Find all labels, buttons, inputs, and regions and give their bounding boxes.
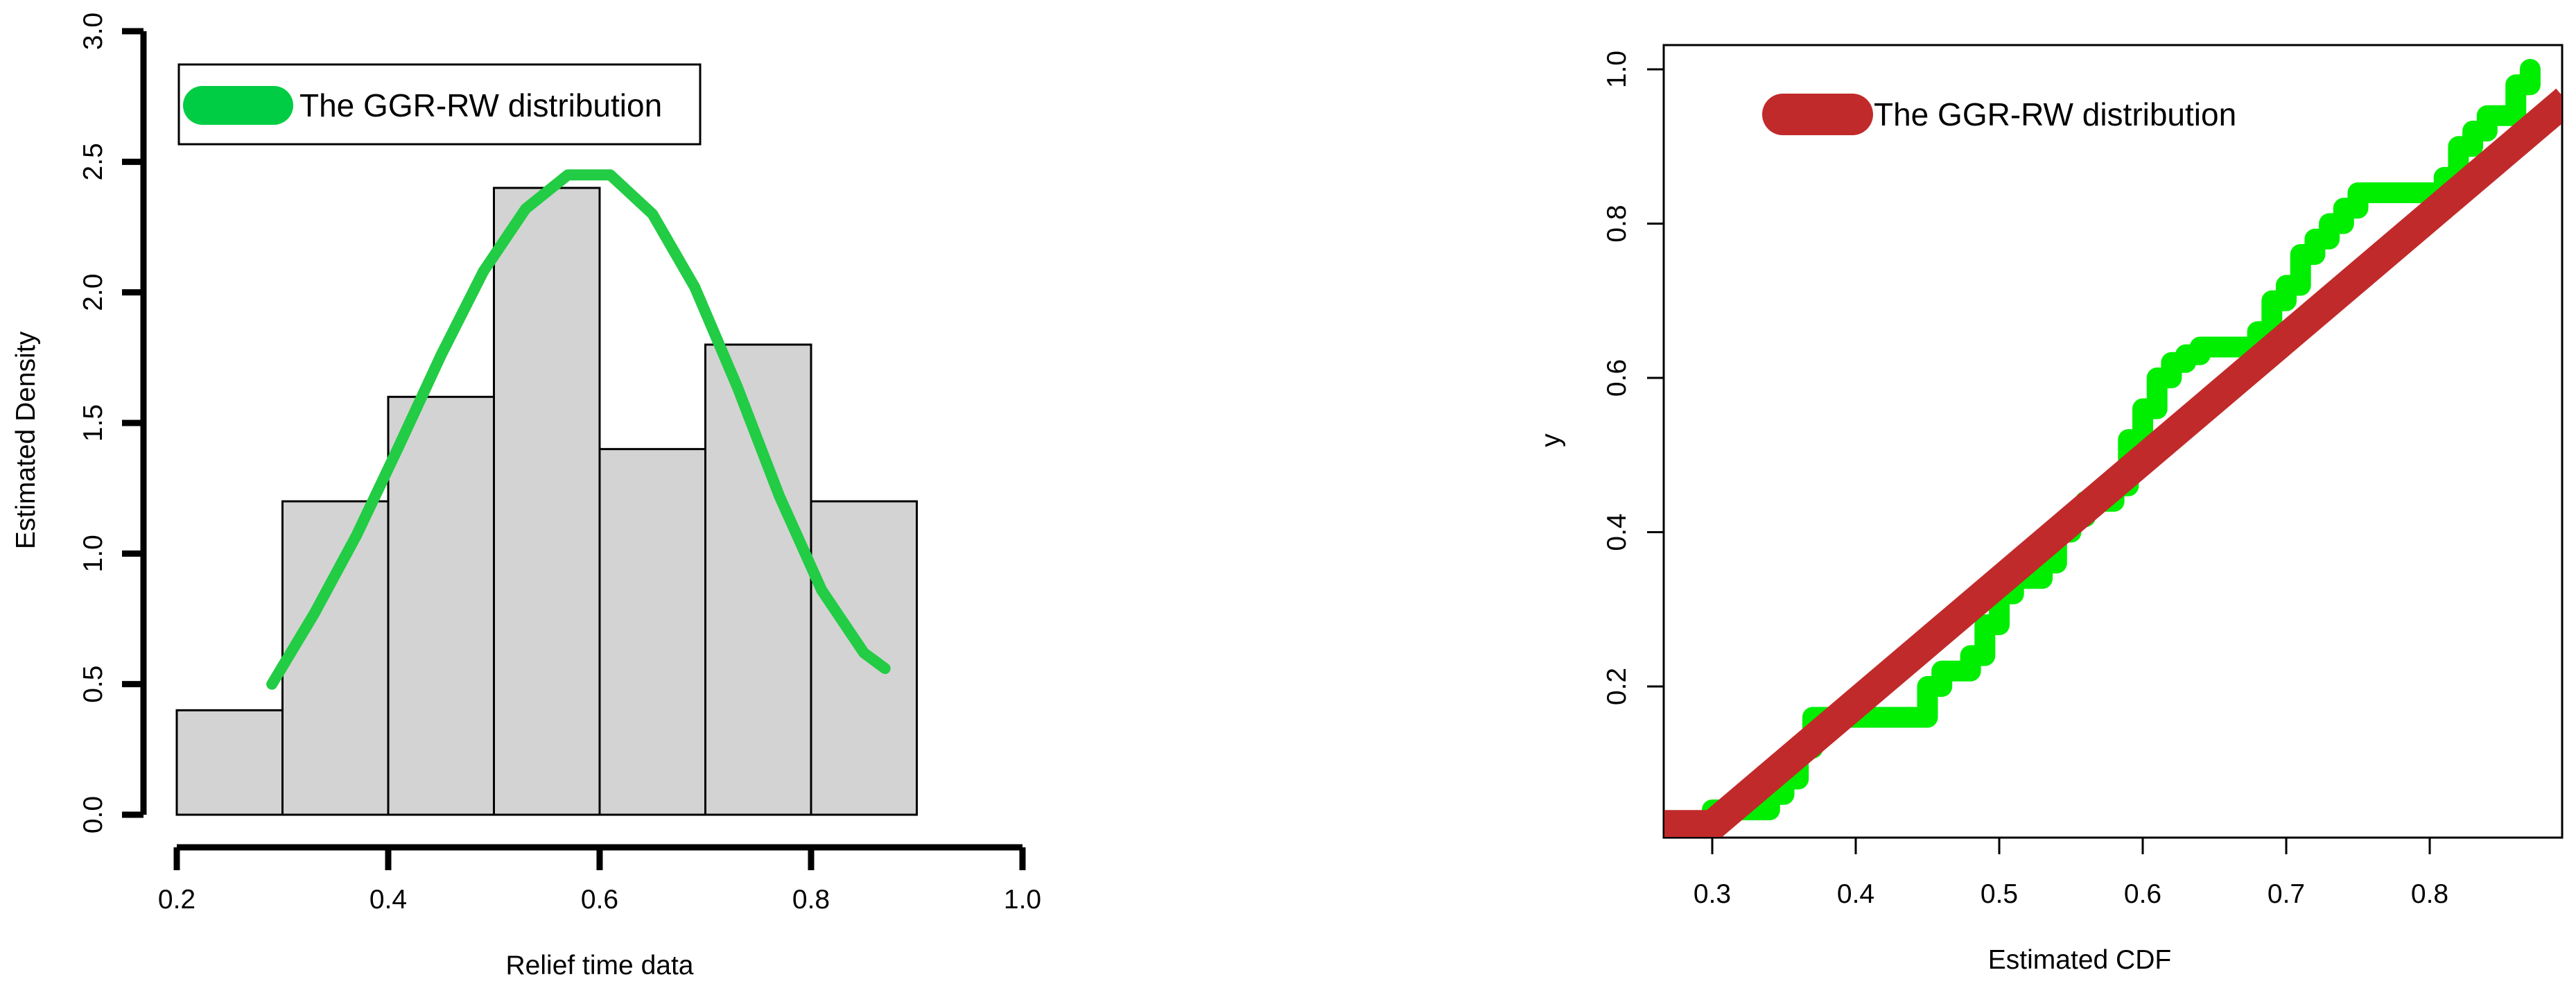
x-tick-label: 0.5 bbox=[1981, 879, 2018, 909]
cdf-panel: 0.3 0.4 0.5 0.6 0.7 0.8 0.2 0.4 0.6 0.8 1.0 The GG… bbox=[1536, 44, 2564, 975]
legend-label: The GGR-RW distribution bbox=[299, 87, 662, 123]
x-tick-label: 0.8 bbox=[792, 885, 830, 915]
y-tick-label: 1.0 bbox=[1602, 51, 1632, 88]
histogram-bar bbox=[387, 395, 495, 816]
density-curve bbox=[266, 169, 891, 690]
legend-label: The GGR-RW distribution bbox=[1874, 96, 2236, 132]
x-tick-label: 0.2 bbox=[158, 885, 195, 915]
y-tick-label: 0.6 bbox=[1602, 359, 1632, 397]
histogram-bar bbox=[493, 187, 601, 816]
y-tick-label: 0.0 bbox=[78, 796, 108, 833]
x-tick-label: 0.6 bbox=[2124, 879, 2161, 909]
empirical-cdf-step bbox=[1664, 59, 2541, 836]
x-axis-title: Estimated CDF bbox=[1988, 945, 2171, 975]
histogram-bar bbox=[598, 448, 706, 816]
x-tick-label: 1.0 bbox=[1004, 885, 1041, 915]
x-tick-label: 0.4 bbox=[1837, 879, 1874, 909]
x-tick-label: 0.4 bbox=[369, 885, 407, 915]
cdf-series-layer bbox=[1664, 59, 2561, 837]
y-tick-label: 0.8 bbox=[1602, 205, 1632, 242]
y-axis-title: Estimated Density bbox=[11, 331, 41, 549]
histogram-bars bbox=[175, 187, 918, 816]
fitted-cdf-line bbox=[1664, 88, 2561, 837]
y-tick-label: 0.5 bbox=[78, 666, 108, 703]
histogram-bar bbox=[704, 343, 812, 816]
plot-frame bbox=[1662, 44, 2564, 839]
x-tick-label: 0.8 bbox=[2411, 879, 2448, 909]
x-tick-label: 0.6 bbox=[581, 885, 618, 915]
y-tick-label: 0.2 bbox=[1602, 668, 1632, 705]
histogram-bar bbox=[281, 500, 390, 816]
histogram-legend: The GGR-RW distribution bbox=[177, 63, 702, 146]
y-tick-label: 0.4 bbox=[1602, 513, 1632, 551]
cdf-legend: The GGR-RW distribution bbox=[1762, 94, 2236, 135]
histogram-panel: 0.2 0.4 0.6 0.8 1.0 0.0 0.5 1.0 1.5 2.0 2.5 3.0 The… bbox=[11, 12, 1041, 980]
histogram-axes: 0.2 0.4 0.6 0.8 1.0 0.0 0.5 1.0 1.5 2.0 2.5 3.0 bbox=[78, 12, 1041, 915]
y-tick-label: 2.0 bbox=[78, 274, 108, 311]
y-axis-title: y bbox=[1536, 433, 1566, 447]
x-tick-label: 0.7 bbox=[2268, 879, 2305, 909]
histogram-bar bbox=[175, 709, 284, 816]
x-axis-title: Relief time data bbox=[506, 951, 694, 980]
cdf-axes: 0.3 0.4 0.5 0.6 0.7 0.8 0.2 0.4 0.6 0.8 1.0 bbox=[1602, 51, 2448, 909]
y-tick-label: 1.0 bbox=[78, 535, 108, 572]
y-tick-label: 2.5 bbox=[78, 143, 108, 180]
y-tick-label: 1.5 bbox=[78, 404, 108, 442]
density-curve-layer bbox=[266, 169, 891, 690]
x-tick-label: 0.3 bbox=[1694, 879, 1731, 909]
y-tick-label: 3.0 bbox=[78, 12, 108, 50]
